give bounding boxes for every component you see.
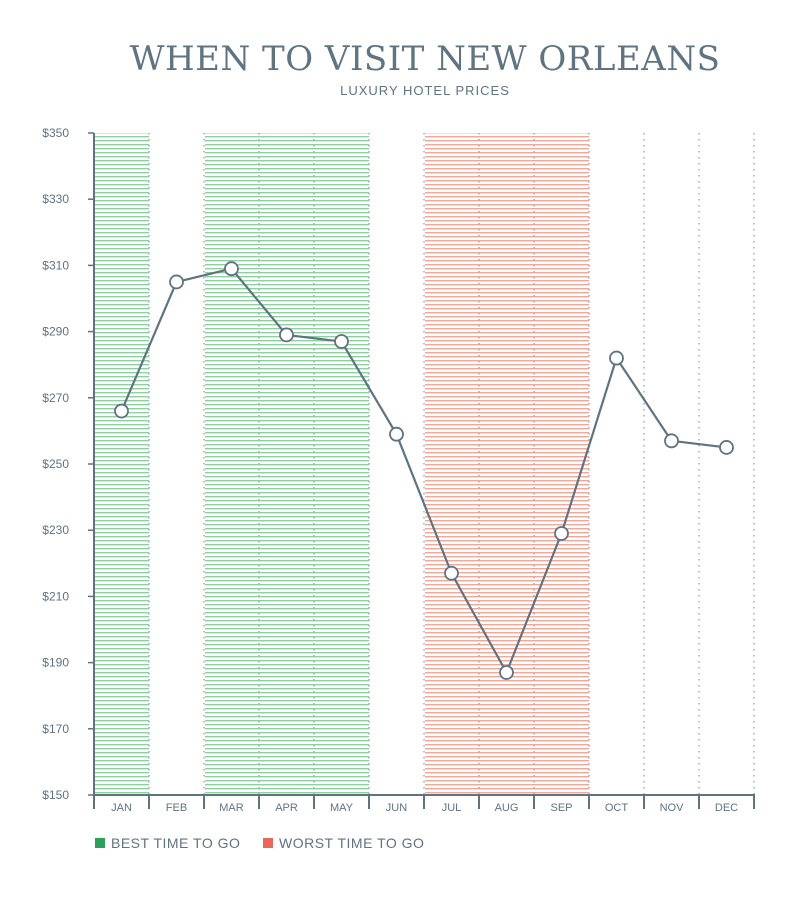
x-tick-label: OCT [605, 802, 629, 814]
month-separators [148, 133, 755, 795]
best-time-band [95, 133, 149, 795]
x-tick-label: NOV [660, 802, 685, 814]
legend-swatch-worst [263, 838, 273, 848]
data-point-apr [279, 327, 294, 343]
chart-title: WHEN TO VISIT NEW ORLEANS [130, 39, 721, 79]
y-tick-label: $230 [42, 523, 69, 537]
y-tick-label: $290 [42, 325, 69, 339]
axes: $150 $170 $190 $210 $230 $250 $270 $290 $310 $330… [42, 126, 755, 814]
best-time-band [205, 133, 369, 795]
x-tick-label: SEP [550, 802, 572, 814]
data-point-mar [224, 261, 239, 277]
x-tick-label: MAY [330, 802, 354, 814]
series-line [120, 267, 727, 674]
highlight-bands [95, 133, 589, 795]
x-tick-label: JAN [111, 802, 132, 814]
y-tick-label: $310 [42, 258, 69, 272]
data-point-jul [444, 565, 459, 581]
data-point-jun [389, 426, 404, 442]
legend-label-best: BEST TIME TO GO [111, 835, 240, 851]
data-point-sep [554, 526, 569, 541]
data-point-nov [664, 433, 679, 449]
data-point-dec [719, 440, 734, 455]
legend-label-worst: WORST TIME TO GO [279, 835, 424, 851]
chart-subtitle: LUXURY HOTEL PRICES [340, 83, 510, 98]
x-tick-label: AUG [495, 802, 519, 814]
data-point-aug [499, 665, 514, 680]
x-tick-label: MAR [219, 802, 244, 814]
legend: BEST TIME TO GO WORST TIME TO GO [95, 835, 424, 851]
y-tick-label: $190 [42, 656, 69, 670]
x-tick-label: JUN [386, 802, 407, 814]
y-tick-label: $330 [42, 192, 69, 206]
x-tick-label: DEC [715, 802, 738, 814]
data-point-oct [609, 350, 624, 366]
price-series [114, 261, 734, 680]
y-tick-label: $250 [42, 457, 69, 471]
data-point-feb [169, 274, 184, 290]
x-tick-label: APR [275, 802, 298, 814]
y-tick-label: $210 [42, 589, 69, 603]
worst-time-band [425, 133, 589, 795]
y-tick-label: $150 [42, 788, 69, 802]
legend-swatch-best [95, 838, 105, 848]
x-tick-label: JUL [442, 802, 462, 814]
data-point-jan [114, 403, 129, 419]
y-tick-label: $170 [42, 722, 69, 736]
y-tick-label: $270 [42, 391, 69, 405]
y-tick-label: $350 [42, 126, 69, 140]
x-tick-label: FEB [166, 802, 187, 814]
data-point-may [334, 334, 349, 349]
